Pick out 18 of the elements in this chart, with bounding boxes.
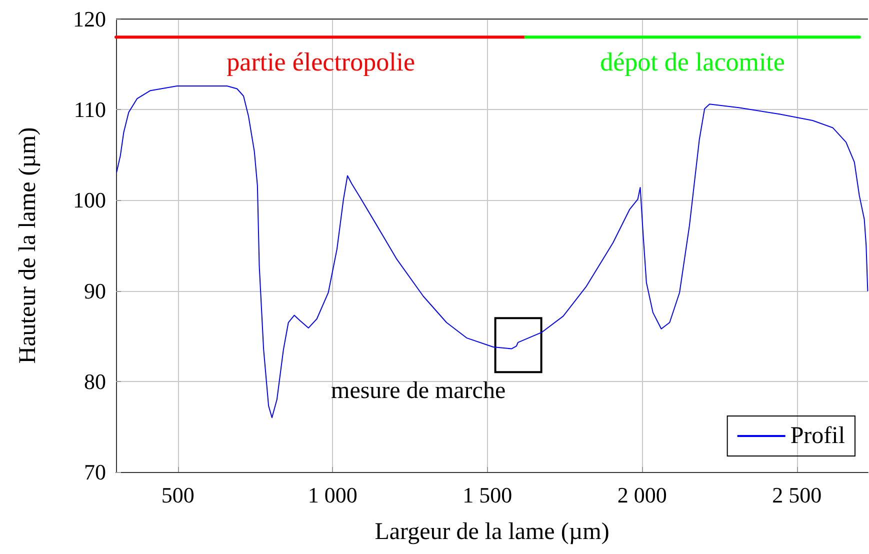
x-tick-label: 1 500 [462, 482, 512, 508]
series-label: dépot de lacomite [600, 48, 785, 77]
y-tick-label: 120 [73, 6, 106, 32]
x-tick-label: 2 000 [617, 482, 667, 508]
y-tick-label: 110 [74, 97, 106, 122]
x-tick-label: 500 [161, 482, 194, 508]
y-tick-label: 70 [84, 460, 106, 484]
y-tick-label: 90 [84, 278, 106, 304]
annotation: mesure de marche [331, 378, 506, 404]
y-axis-title: Hauteur de la lame (µm) [15, 127, 41, 364]
line-series [116, 86, 868, 418]
series-label: partie électropolie [226, 48, 416, 77]
x-tick-label: 1 000 [308, 482, 358, 508]
y-tick-label: 100 [73, 188, 106, 213]
y-tick-label: 80 [84, 368, 106, 394]
legend-label: Profil [790, 423, 846, 449]
x-tick-label: 2 500 [772, 482, 822, 508]
x-axis-title: Largeur de la lame (µm) [374, 519, 610, 545]
